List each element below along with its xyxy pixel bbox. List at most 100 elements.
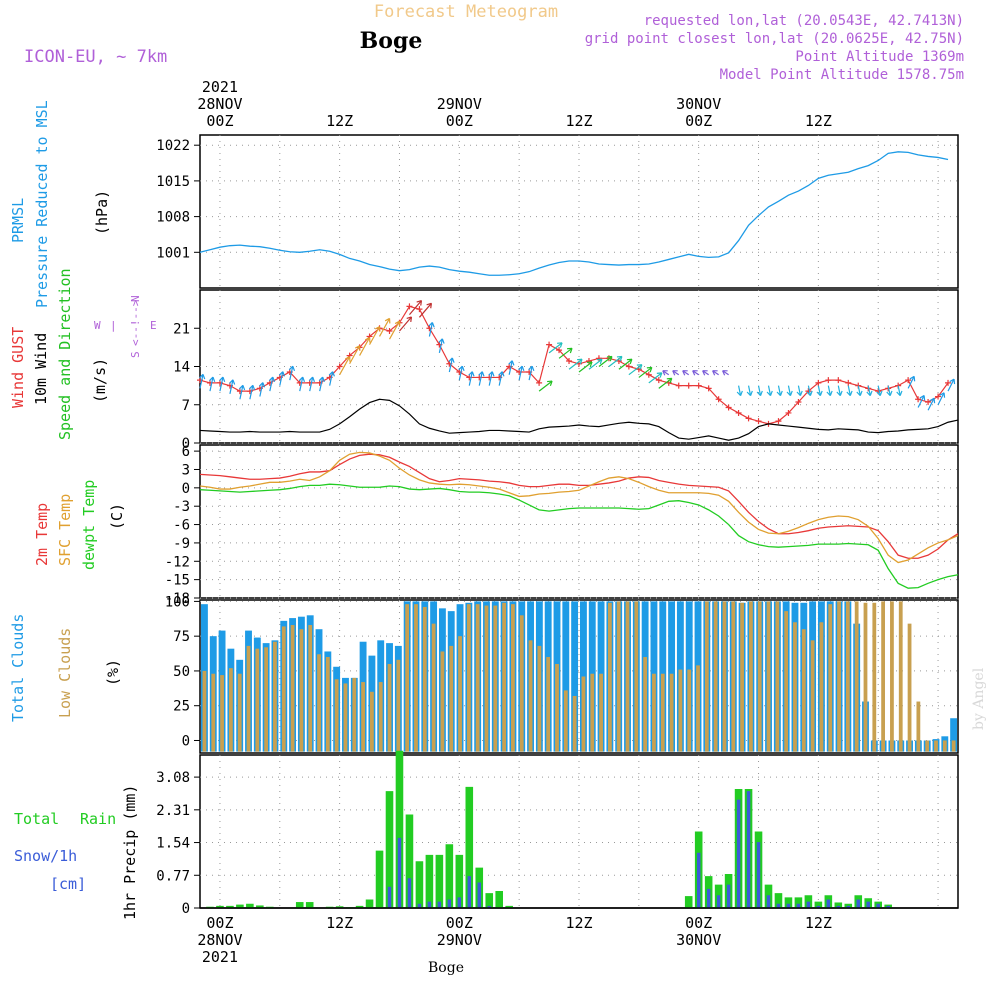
snow-bar — [397, 837, 402, 908]
snow-bar — [736, 799, 741, 908]
precip-ytick-label: 0 — [182, 901, 190, 917]
low-cloud-bar — [334, 679, 339, 752]
low-cloud-bar — [281, 626, 286, 752]
low-cloud-bar — [299, 629, 304, 752]
snow-bar — [387, 886, 392, 908]
top-tick-label: 00Z — [206, 112, 233, 130]
low-cloud-bar — [502, 602, 507, 752]
wind-direction-arrow — [648, 372, 663, 384]
wind-direction-arrowhead — [806, 390, 813, 397]
total-clouds-label: Total Clouds — [9, 614, 27, 722]
rain-bar — [355, 905, 364, 908]
wind-direction-arrow — [628, 364, 643, 376]
rain-label: Rain — [80, 810, 116, 828]
low-cloud-bar — [881, 601, 886, 752]
wind-direction-arrow — [747, 385, 752, 396]
low-cloud-bar — [202, 670, 207, 752]
wind-direction-arrow — [339, 356, 351, 375]
gust-marker — [795, 399, 802, 406]
top-tick-label: 28NOV — [197, 95, 242, 113]
rain-bar — [425, 854, 434, 908]
wind-direction-arrow — [548, 342, 563, 354]
wind-direction-arrowhead — [682, 370, 688, 376]
wind-direction-arrow — [917, 395, 925, 408]
gust-marker — [735, 409, 742, 416]
low-cloud-bar — [775, 601, 780, 752]
wind-direction-arrowhead — [692, 370, 698, 376]
low-cloud-bar — [440, 651, 445, 752]
low-cloud-bar — [343, 683, 348, 752]
low-cloud-bar — [828, 604, 833, 752]
rain-bar — [375, 850, 384, 908]
cm-label: [cm] — [50, 875, 86, 893]
wind-direction-arrowhead — [288, 365, 296, 372]
low-cloud-bar — [704, 601, 709, 752]
low-cloud-bar — [475, 604, 480, 752]
low-cloud-bar — [801, 629, 806, 752]
rain-bar — [335, 906, 344, 908]
wind-direction-arrowhead — [756, 390, 763, 397]
wind-direction-arrow — [867, 385, 871, 396]
wind-direction-arrowhead — [646, 366, 653, 373]
precip-panel: 0 0.77 1.54 2.31 3.08 — [156, 750, 959, 917]
wind-direction-arrowhead — [364, 337, 371, 343]
snow-bar — [407, 878, 412, 908]
snow-bar — [447, 899, 452, 908]
pressure-panel: 1001 1008 1015 1022 — [156, 134, 959, 289]
wind-direction-arrow — [558, 347, 573, 359]
low-cloud-bar — [396, 659, 401, 752]
clouds-panel: 0 25 50 75 100 — [165, 594, 959, 754]
wind-direction-arrow — [209, 376, 214, 392]
low-cloud-bar — [237, 673, 242, 752]
wind-direction-arrowhead — [228, 379, 236, 385]
temp-ytick-label: -12 — [165, 554, 190, 570]
pressure-msl-label: Pressure Reduced to MSL — [33, 100, 51, 308]
snow-bar — [846, 905, 850, 908]
gridpoint-coords: grid point closest lon,lat (20.0625E, 42… — [585, 31, 964, 47]
low-cloud-bar — [898, 601, 903, 752]
prmsl-label: PRMSL — [9, 198, 27, 243]
pressure-ytick-label: 1015 — [156, 174, 190, 190]
clouds-unit: (%) — [104, 659, 122, 686]
rain-bar — [395, 750, 404, 908]
total-cloud-bar — [562, 601, 570, 752]
total-cloud-bar — [950, 718, 958, 752]
low-cloud-bar — [819, 622, 824, 752]
low-cloud-bar — [317, 654, 321, 752]
wind-direction-arrowhead — [712, 370, 718, 376]
wind-direction-arrowhead — [576, 358, 583, 365]
compass-north: N — [129, 295, 142, 302]
low-cloud-bar — [625, 601, 630, 752]
temp-ytick-label: 0 — [182, 481, 190, 497]
wind-direction-arrowhead — [528, 365, 535, 372]
snow-bar — [766, 895, 771, 908]
wind-direction-arrowhead — [219, 376, 226, 382]
low-cloud-bar — [599, 673, 603, 752]
low-cloud-bar — [555, 663, 559, 752]
rain-bar — [365, 899, 374, 908]
precip-unit: 1hr Precip (mm) — [121, 785, 139, 920]
wind-direction-arrowhead — [586, 361, 593, 367]
gust-marker — [386, 327, 393, 334]
gust-marker — [566, 358, 573, 365]
precip-ytick-label: 2.31 — [156, 803, 190, 819]
rain-bar — [814, 901, 823, 908]
wind-direction-arrowhead — [354, 345, 361, 351]
wind-direction-arrow — [249, 385, 254, 400]
wind-direction-arrowhead — [328, 371, 335, 377]
wind-direction-arrowhead — [776, 390, 783, 397]
wind-direction-arrow — [538, 380, 553, 392]
wind-direction-arrow — [787, 385, 792, 396]
low-cloud-bar — [220, 675, 224, 752]
gust-line — [199, 305, 949, 425]
bottom-tick-label: 2021 — [202, 948, 238, 966]
wind-direction-arrow — [777, 385, 782, 396]
wind-direction-arrowhead — [896, 390, 903, 397]
wind-direction-arrowhead — [518, 365, 525, 372]
wind-direction-arrowhead — [478, 371, 485, 377]
wind-direction-arrow — [498, 371, 503, 386]
clouds-frame — [199, 599, 959, 754]
top-tick-label: 2021 — [202, 78, 238, 96]
low-cloud-bar — [528, 640, 533, 752]
